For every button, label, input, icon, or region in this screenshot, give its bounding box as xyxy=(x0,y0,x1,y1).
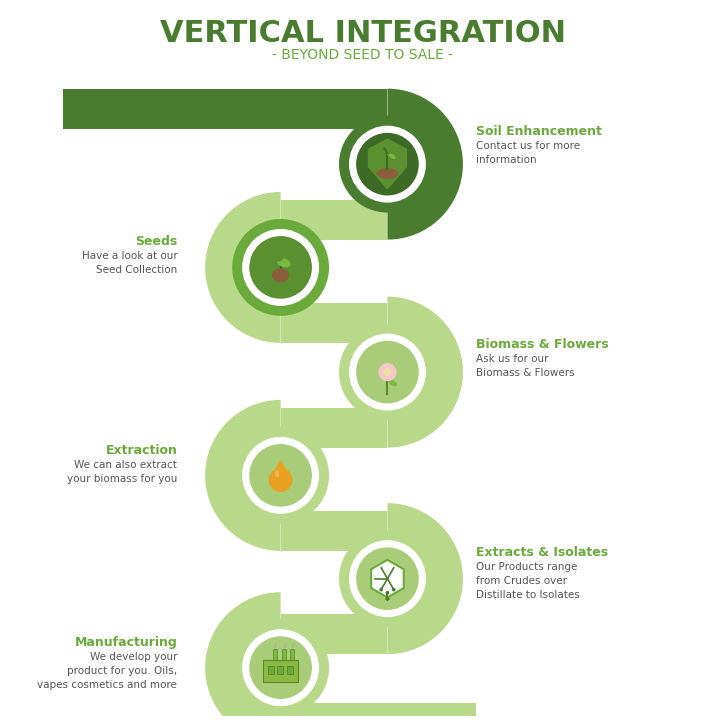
Ellipse shape xyxy=(389,380,397,386)
Circle shape xyxy=(349,126,426,202)
Wedge shape xyxy=(205,592,281,720)
Wedge shape xyxy=(205,192,281,343)
Circle shape xyxy=(249,236,312,299)
Ellipse shape xyxy=(385,363,395,372)
Circle shape xyxy=(356,341,419,403)
Circle shape xyxy=(385,591,390,595)
Bar xyxy=(277,666,283,674)
Polygon shape xyxy=(367,138,408,191)
Wedge shape xyxy=(387,503,463,654)
Circle shape xyxy=(356,132,419,196)
Bar xyxy=(281,511,387,551)
Ellipse shape xyxy=(389,153,396,159)
Ellipse shape xyxy=(385,373,395,381)
Text: We develop your
product for you. Oils,
vapes cosmetics and more: We develop your product for you. Oils, v… xyxy=(37,652,177,690)
Circle shape xyxy=(232,427,329,524)
Circle shape xyxy=(349,540,426,617)
Polygon shape xyxy=(385,597,390,601)
Text: VERTICAL INTEGRATION: VERTICAL INTEGRATION xyxy=(160,19,565,48)
Bar xyxy=(281,199,387,240)
Ellipse shape xyxy=(272,268,289,282)
Circle shape xyxy=(249,636,312,699)
Circle shape xyxy=(356,547,419,610)
Circle shape xyxy=(269,468,292,492)
Ellipse shape xyxy=(377,168,398,179)
Text: - BEYOND SEED TO SALE -: - BEYOND SEED TO SALE - xyxy=(272,48,453,62)
Text: Ask us for our
Biomass & Flowers: Ask us for our Biomass & Flowers xyxy=(477,354,575,378)
Circle shape xyxy=(232,219,329,316)
Circle shape xyxy=(349,333,426,410)
Bar xyxy=(268,666,274,674)
Text: Seeds: Seeds xyxy=(135,235,177,248)
Bar xyxy=(287,666,292,674)
Ellipse shape xyxy=(378,366,385,377)
Bar xyxy=(281,703,477,720)
Text: Extraction: Extraction xyxy=(105,444,177,457)
Circle shape xyxy=(392,588,395,592)
Circle shape xyxy=(232,619,329,716)
Bar xyxy=(281,408,387,448)
Circle shape xyxy=(242,629,319,706)
Circle shape xyxy=(242,229,319,306)
Circle shape xyxy=(379,588,383,592)
Bar xyxy=(281,614,387,654)
Circle shape xyxy=(242,437,319,514)
Text: Biomass & Flowers: Biomass & Flowers xyxy=(477,338,609,351)
Bar xyxy=(63,89,387,129)
Text: Soil Enhancement: Soil Enhancement xyxy=(477,125,603,138)
Text: Have a look at our
Seed Collection: Have a look at our Seed Collection xyxy=(81,251,177,275)
Circle shape xyxy=(339,116,436,212)
Circle shape xyxy=(249,444,312,507)
Bar xyxy=(281,303,387,343)
Text: Extracts & Isolates: Extracts & Isolates xyxy=(477,546,608,559)
Ellipse shape xyxy=(275,256,283,261)
Text: We can also extract
your biomass for you: We can also extract your biomass for you xyxy=(67,459,177,484)
Text: Contact us for more
information: Contact us for more information xyxy=(477,140,580,165)
Ellipse shape xyxy=(274,470,279,477)
Bar xyxy=(290,649,294,660)
Wedge shape xyxy=(205,400,281,551)
Bar xyxy=(273,649,276,660)
Circle shape xyxy=(384,369,391,376)
Ellipse shape xyxy=(379,373,390,381)
Bar xyxy=(264,660,298,682)
Text: Manufacturing: Manufacturing xyxy=(75,636,177,649)
Circle shape xyxy=(339,324,436,420)
Bar xyxy=(282,649,286,660)
Ellipse shape xyxy=(390,366,397,377)
Wedge shape xyxy=(387,297,463,448)
Ellipse shape xyxy=(379,363,390,372)
Ellipse shape xyxy=(379,157,386,162)
Ellipse shape xyxy=(277,258,291,268)
Circle shape xyxy=(339,530,436,627)
Text: Our Products range
from Crudes over
Distillate to Isolates: Our Products range from Crudes over Dist… xyxy=(477,562,580,600)
Polygon shape xyxy=(371,560,404,598)
Wedge shape xyxy=(387,89,463,240)
Polygon shape xyxy=(269,459,292,480)
